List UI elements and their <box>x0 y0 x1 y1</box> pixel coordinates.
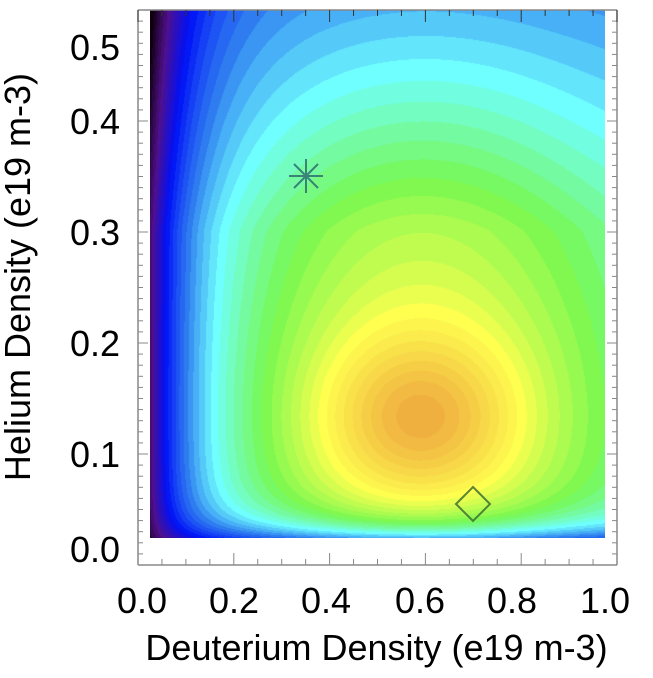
y-tick-label: 0.3 <box>69 212 120 253</box>
y-tick-label: 0.0 <box>69 529 120 570</box>
density-heatmap <box>150 10 605 538</box>
x-tick-label: 1.0 <box>579 580 631 621</box>
x-tick-label: 0.0 <box>116 580 168 621</box>
y-tick-label: 0.5 <box>69 27 120 68</box>
x-tick-label: 0.2 <box>208 580 260 621</box>
axis-box <box>137 9 618 566</box>
y-tick-label: 0.1 <box>69 434 120 475</box>
x-axis-title: Deuterium Density (e19 m-3) <box>145 627 608 668</box>
diamond-marker <box>454 485 492 523</box>
plot-markers <box>289 159 492 523</box>
x-tick-label: 0.4 <box>300 580 352 621</box>
asterisk-marker <box>289 159 323 193</box>
x-tick-label: 0.6 <box>394 580 446 621</box>
x-tick-label: 0.8 <box>486 580 538 621</box>
axis-ticks <box>137 9 618 566</box>
y-tick-label: 0.2 <box>69 323 120 364</box>
y-tick-label: 0.4 <box>69 101 120 142</box>
y-axis-title: Helium Density (e19 m-3) <box>0 72 38 482</box>
